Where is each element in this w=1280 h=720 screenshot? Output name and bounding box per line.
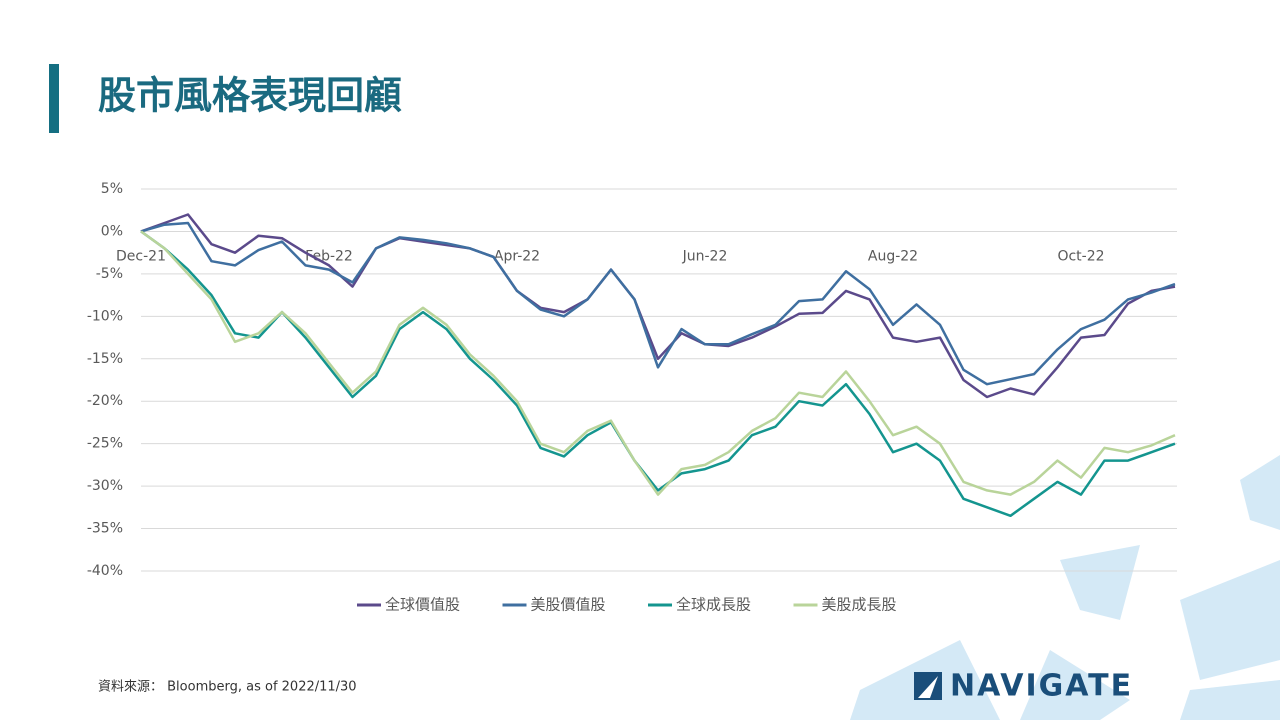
series-line [140,221,1176,386]
logo-text: NAVIGATE [950,669,1133,704]
legend-label: 全球價值股 [385,596,460,614]
y-tick-label: -15% [87,351,123,367]
slide-title: 股市風格表現回顧 [98,74,402,118]
series-line [140,230,1176,496]
source: 資料來源： Bloomberg, as of 2022/11/30 [98,680,357,695]
y-tick-label: -40% [87,563,123,579]
x-tick-label: Dec-21 [116,248,166,264]
series-line [140,213,1176,399]
series-line [140,230,1176,518]
x-tick-label: Jun-22 [682,248,728,264]
legend-label: 美股價值股 [531,596,606,614]
logo: NAVIGATE [914,669,1133,704]
y-tick-label: -5% [96,266,123,282]
logo-mark [918,676,938,698]
y-tick-label: -30% [87,478,123,494]
y-tick-label: -35% [87,521,123,537]
y-tick-label: 0% [101,223,123,239]
x-tick-label: Oct-22 [1057,248,1104,264]
legend-label: 美股成長股 [822,596,897,614]
x-tick-label: Aug-22 [868,248,918,264]
y-tick-label: -25% [87,436,123,452]
x-tick-label: Apr-22 [494,248,540,264]
x-tick-label: Feb-22 [305,248,353,264]
y-tick-label: 5% [101,181,123,197]
chart: 5% 0% -5% -10% -15% -20% -25% -30% -35% -40% Dec-2… [87,181,1177,614]
legend-label: 全球成長股 [676,596,751,614]
y-tick-label: -10% [87,308,123,324]
y-tick-label: -20% [87,393,123,409]
title-bar [49,64,59,133]
